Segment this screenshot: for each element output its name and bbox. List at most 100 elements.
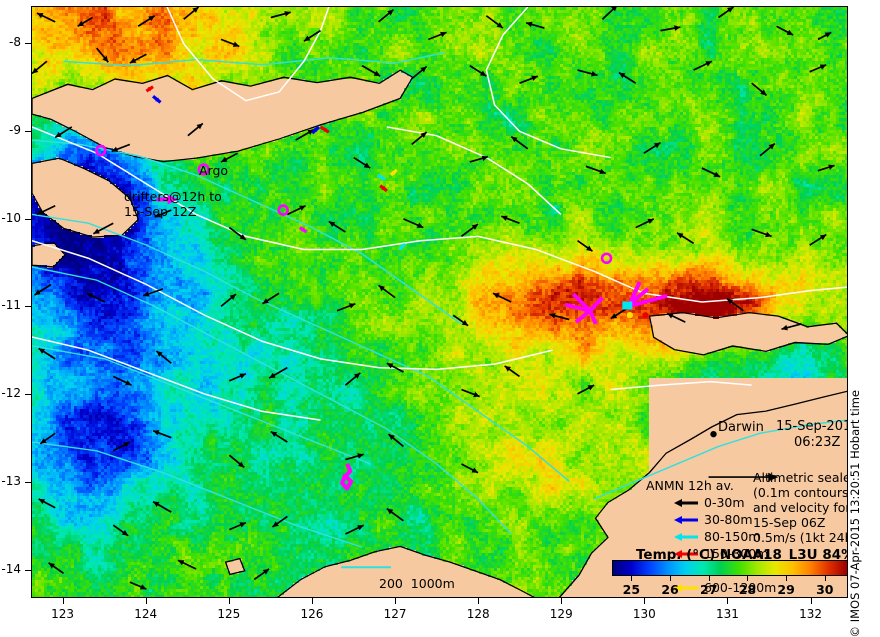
velocity-arrow-head [93, 228, 100, 234]
colorbar-tick-label: 27 [700, 582, 718, 597]
velocity-arrow-head [34, 289, 41, 295]
velocity-arrow-head [828, 164, 835, 170]
velocity-arrow-head [587, 385, 595, 391]
x-tick-mark [478, 598, 480, 604]
velocity-arrow-head [399, 244, 406, 250]
velocity-arrow-head [586, 245, 593, 252]
velocity-arrow-head [440, 31, 447, 38]
depth-legend-label: 150-300m [704, 546, 769, 561]
velocity-arrow-head [36, 13, 44, 19]
datestamp-line1: 15-Sep-2013 [776, 419, 847, 434]
velocity-arrow-head [196, 123, 203, 130]
depth-legend-label: 80-150m [704, 529, 761, 544]
colorbar-tick-mark [824, 576, 826, 581]
drifter-track [588, 296, 604, 313]
drifter-track [564, 302, 591, 313]
depth-legend-label: 30-80m [704, 512, 753, 527]
y-tick-label: -12 [1, 386, 21, 401]
depth-arrow-icon [674, 550, 698, 558]
velocity-arrow-head [386, 363, 394, 369]
velocity-arrow-head [378, 285, 385, 292]
drifter-track [340, 463, 354, 491]
x-tick-mark [62, 598, 64, 604]
x-tick-mark [228, 598, 230, 604]
x-tick-label: 129 [549, 607, 573, 621]
velocity-arrow-head [504, 365, 511, 372]
x-tick-label: 132 [799, 607, 823, 621]
altimetry-note-line5: 0.5m/s (1kt 24h) [753, 530, 848, 545]
velocity-arrow-head [154, 212, 162, 218]
velocity-arrow-head [373, 70, 381, 77]
x-tick-label: 125 [217, 607, 241, 621]
colorbar-tick-label: 26 [661, 582, 679, 597]
velocity-arrow-head [391, 169, 397, 175]
bathymetry-contour [32, 266, 512, 535]
bathymetry-contour [32, 441, 363, 548]
velocity-arrow-head [102, 55, 109, 63]
velocity-arrow-head [239, 522, 246, 528]
velocity-arrow-head [147, 86, 154, 92]
bathymetry-contour [32, 345, 371, 465]
y-tick-label: -8 [9, 34, 21, 49]
y-tick-mark [25, 482, 31, 484]
velocity-arrow-head [420, 66, 427, 73]
x-tick-label: 130 [632, 607, 656, 621]
velocity-arrow-head [129, 57, 137, 64]
colorbar [612, 560, 848, 576]
velocity-arrow-head [328, 221, 336, 227]
velocity-arrow-head [40, 438, 47, 444]
map-plot-area[interactable]: Argo drifters@12h to 15-Sep 12Z Darwin 1… [31, 6, 848, 598]
altimetry-note-line2: (0.1m contours) [753, 485, 848, 500]
velocity-arrow-head [765, 231, 772, 238]
y-tick-mark [25, 306, 31, 308]
velocity-arrow-head [299, 205, 306, 211]
y-tick-label: -11 [1, 298, 21, 313]
y-tick-mark [25, 130, 31, 132]
argo-float-marker [277, 204, 290, 216]
velocity-arrow-head [111, 146, 119, 152]
x-tick-mark [145, 598, 147, 604]
colorbar-tick-mark [708, 576, 710, 581]
velocity-arrow-head [272, 521, 279, 527]
velocity-arrow-head [269, 372, 276, 379]
drifter-track [571, 292, 592, 313]
x-tick-mark [644, 598, 646, 604]
velocity-arrow-head [768, 143, 775, 150]
velocity-arrow-head [221, 156, 228, 162]
x-tick-mark [561, 598, 563, 604]
altimetry-contour [485, 7, 611, 159]
argo-float-marker [600, 252, 613, 265]
velocity-arrow-head [726, 298, 734, 305]
colorbar-tick-mark [631, 576, 633, 581]
velocity-arrow-head [618, 72, 626, 79]
velocity-arrow-head [32, 67, 39, 74]
depth-legend-item: 0-30m [674, 495, 745, 510]
x-tick-mark [395, 598, 397, 604]
x-tick-label: 126 [300, 607, 324, 621]
velocity-arrow-head [471, 224, 479, 230]
velocity-arrow-head [55, 131, 62, 138]
velocity-arrow-head [667, 313, 674, 319]
mooring-marker-80-150m [622, 301, 633, 310]
velocity-arrow-head [511, 136, 518, 143]
velocity-arrow-head [86, 293, 94, 299]
city-label-darwin: Darwin [718, 420, 764, 435]
velocity-arrow-head [526, 21, 533, 28]
velocity-arrow-head [388, 434, 395, 441]
velocity-arrow-head [386, 508, 394, 515]
velocity-arrow-head [262, 568, 270, 575]
datestamp-line2: 06:23Z [794, 435, 841, 450]
drifters-legend-label-line1: drifters@12h to [124, 189, 222, 204]
velocity-arrow-head [148, 15, 155, 22]
argo-legend-symbol [197, 163, 210, 176]
velocity-arrow-head [125, 380, 132, 386]
bathymetry-contour [63, 51, 446, 67]
velocity-arrow-head [237, 461, 245, 468]
velocity-arrow-head [781, 324, 788, 331]
depth-arrow-icon [674, 533, 698, 541]
x-tick-mark [727, 598, 729, 604]
x-tick-label: 128 [466, 607, 490, 621]
depth-arrow-icon [674, 516, 698, 524]
velocity-arrow-head [416, 222, 424, 228]
velocity-arrow-head [357, 453, 364, 459]
